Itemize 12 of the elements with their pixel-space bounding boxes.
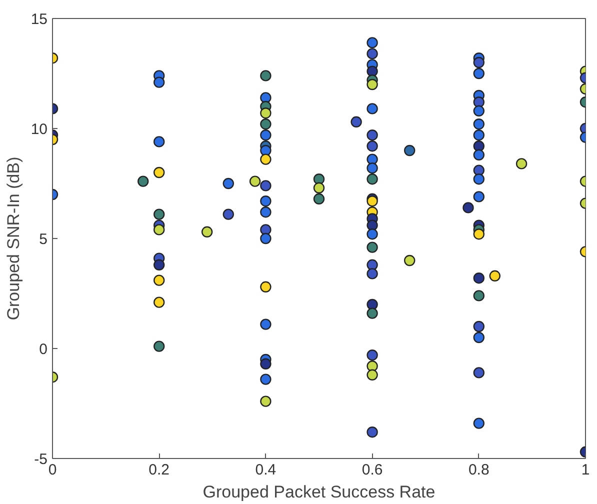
y-tick-label: 0: [39, 341, 48, 358]
x-axis-title: Grouped Packet Success Rate: [202, 482, 436, 502]
x-tick-label: 0.6: [362, 462, 383, 478]
x-tick-label: 1: [581, 462, 590, 478]
y-tick-label: -5: [34, 451, 48, 468]
y-axis-title: Grouped SNR-In (dB): [4, 156, 23, 320]
x-tick-label: 0.4: [255, 462, 276, 478]
y-tick-label: 15: [30, 11, 48, 28]
x-tick-label: 0.2: [148, 462, 170, 478]
y-tick-label: 5: [39, 231, 48, 248]
y-tick-label: 10: [30, 121, 48, 138]
x-tick-label: 0.8: [468, 462, 490, 478]
